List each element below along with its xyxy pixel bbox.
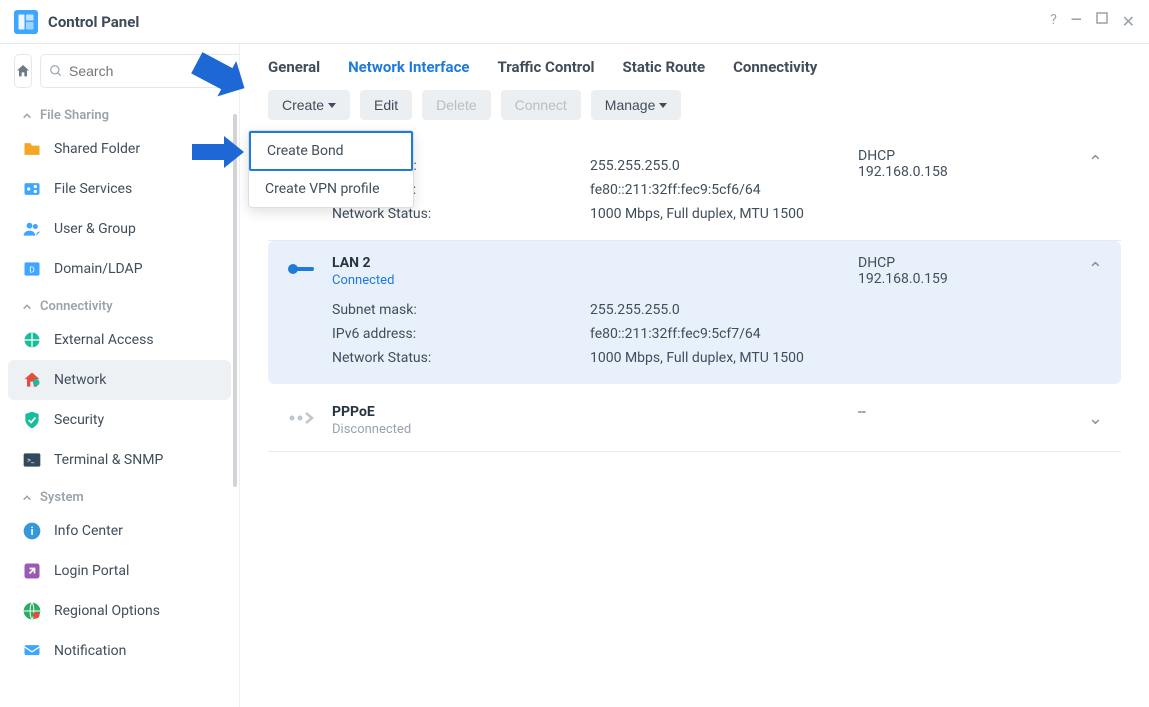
interface-summary: DHCP192.168.0.158 <box>858 148 948 180</box>
detail-label: Subnet mask: <box>332 302 590 318</box>
sidebar-item-info-center[interactable]: i Info Center <box>8 511 231 551</box>
home-button[interactable] <box>14 54 32 88</box>
interface-details: Subnet mask:255.255.255.0IPv6 address:fe… <box>332 298 1103 370</box>
sidebar-item-domain-ldap[interactable]: D Domain/LDAP <box>8 249 231 289</box>
sidebar-item-label: Info Center <box>54 523 123 539</box>
sidebar-item-user-group[interactable]: User & Group <box>8 209 231 249</box>
interface-icon <box>286 406 318 430</box>
sidebar-item-label: Shared Folder <box>54 141 140 157</box>
notify-icon <box>22 641 42 661</box>
create-dropdown: Create BondCreate VPN profile <box>248 130 414 208</box>
interface-icon <box>286 257 318 281</box>
sidebar-item-file-services[interactable]: File Services <box>8 169 231 209</box>
svg-text:D: D <box>29 265 34 275</box>
sidebar-item-label: User & Group <box>54 221 136 237</box>
sidebar-item-login-portal[interactable]: Login Portal <box>8 551 231 591</box>
detail-value: 1000 Mbps, Full duplex, MTU 1500 <box>590 350 804 366</box>
folder-icon <box>22 139 42 159</box>
sidebar-item-notification[interactable]: Notification <box>8 631 231 671</box>
interface-status: Connected <box>332 273 394 288</box>
detail-value: 255.255.255.0 <box>590 158 680 174</box>
detail-value: 255.255.255.0 <box>590 302 680 318</box>
chevron-up-icon <box>22 111 32 121</box>
detail-value: fe80::211:32ff:fec9:5cf6/64 <box>590 182 761 198</box>
chevron-down-icon <box>659 103 667 108</box>
sidebar-item-network[interactable]: Network <box>8 360 231 400</box>
detail-value: 1000 Mbps, Full duplex, MTU 1500 <box>590 206 804 222</box>
tab-connectivity[interactable]: Connectivity <box>733 58 817 76</box>
info-icon: i <box>22 521 42 541</box>
chevron-up-icon[interactable] <box>1088 259 1103 280</box>
interface-summary: -- <box>858 404 866 420</box>
annotation-arrow-1 <box>188 50 250 110</box>
interface-card: PPPoE Disconnected -- <box>268 390 1121 452</box>
menu-item-create-vpn-profile[interactable]: Create VPN profile <box>249 171 413 207</box>
menu-item-create-bond[interactable]: Create Bond <box>249 131 413 171</box>
tab-static-route[interactable]: Static Route <box>623 58 706 76</box>
tabs: General Network Interface Traffic Control S… <box>260 58 1129 90</box>
chevron-up-icon <box>22 302 32 312</box>
sidebar-item-terminal-snmp[interactable]: >_ Terminal & SNMP <box>8 440 231 480</box>
tab-general[interactable]: General <box>268 58 320 76</box>
chevron-down-icon[interactable] <box>1088 408 1103 429</box>
shield-icon <box>22 410 42 430</box>
tab-network-interface[interactable]: Network Interface <box>348 58 469 76</box>
sidebar-item-label: File Services <box>54 181 132 197</box>
share-icon <box>22 179 42 199</box>
terminal-icon: >_ <box>22 450 42 470</box>
app-icon <box>14 10 38 34</box>
net-icon <box>22 370 42 390</box>
sidebar-item-regional-options[interactable]: Regional Options <box>8 591 231 631</box>
ext-icon <box>22 330 42 350</box>
users-icon <box>22 219 42 239</box>
delete-button[interactable]: Delete <box>422 90 490 120</box>
chevron-up-icon[interactable] <box>1088 152 1103 173</box>
help-icon[interactable]: ? <box>1050 12 1057 31</box>
region-icon <box>22 601 42 621</box>
sidebar-section-header[interactable]: System <box>8 480 231 511</box>
interface-card: LAN 2 Connected DHCP192.168.0.159 Subnet ma… <box>268 241 1121 384</box>
create-button[interactable]: Create <box>268 90 350 120</box>
search-icon <box>49 64 63 78</box>
sidebar-item-label: Network <box>54 372 106 388</box>
interface-name: PPPoE <box>332 404 411 420</box>
sidebar-item-label: Terminal & SNMP <box>54 452 163 468</box>
sidebar-item-label: Login Portal <box>54 563 129 579</box>
sidebar-item-label: Domain/LDAP <box>54 261 143 277</box>
portal-icon <box>22 561 42 581</box>
interface-details: Subnet mask:255.255.255.0IPv6 address:fe… <box>332 154 1103 226</box>
detail-label: Network Status: <box>332 206 590 222</box>
titlebar: Control Panel ? — ✕ <box>0 0 1149 44</box>
minimize-icon[interactable]: — <box>1071 12 1082 31</box>
tab-traffic-control[interactable]: Traffic Control <box>497 58 594 76</box>
interface-summary: DHCP192.168.0.159 <box>858 255 948 287</box>
domain-icon: D <box>22 259 42 279</box>
sidebar-section-header[interactable]: Connectivity <box>8 289 231 320</box>
annotation-arrow-2 <box>188 132 246 172</box>
detail-label: IPv6 address: <box>332 326 590 342</box>
sidebar-item-label: External Access <box>54 332 154 348</box>
chevron-down-icon <box>328 103 336 108</box>
manage-button[interactable]: Manage <box>591 90 682 120</box>
window-title: Control Panel <box>48 13 1050 31</box>
window-body: File SharingShared FolderFile ServicesUs… <box>0 44 1149 707</box>
svg-text:>_: >_ <box>27 456 35 465</box>
maximize-icon[interactable] <box>1096 12 1108 31</box>
interface-status: Disconnected <box>332 422 411 437</box>
sidebar-item-label: Regional Options <box>54 603 160 619</box>
interface-name: LAN 2 <box>332 255 394 271</box>
sidebar-item-label: Notification <box>54 643 126 659</box>
sidebar-item-security[interactable]: Security <box>8 400 231 440</box>
toolbar: Create Edit Delete Connect Manage <box>260 90 1129 134</box>
sidebar-item-external-access[interactable]: External Access <box>8 320 231 360</box>
connect-button[interactable]: Connect <box>501 90 581 120</box>
chevron-up-icon <box>22 493 32 503</box>
main-panel: General Network Interface Traffic Control S… <box>240 44 1149 707</box>
detail-label: Network Status: <box>332 350 590 366</box>
close-icon[interactable]: ✕ <box>1122 12 1135 31</box>
detail-value: fe80::211:32ff:fec9:5cf7/64 <box>590 326 761 342</box>
svg-text:i: i <box>31 525 34 538</box>
sidebar-item-label: Security <box>54 412 104 428</box>
edit-button[interactable]: Edit <box>360 90 412 120</box>
